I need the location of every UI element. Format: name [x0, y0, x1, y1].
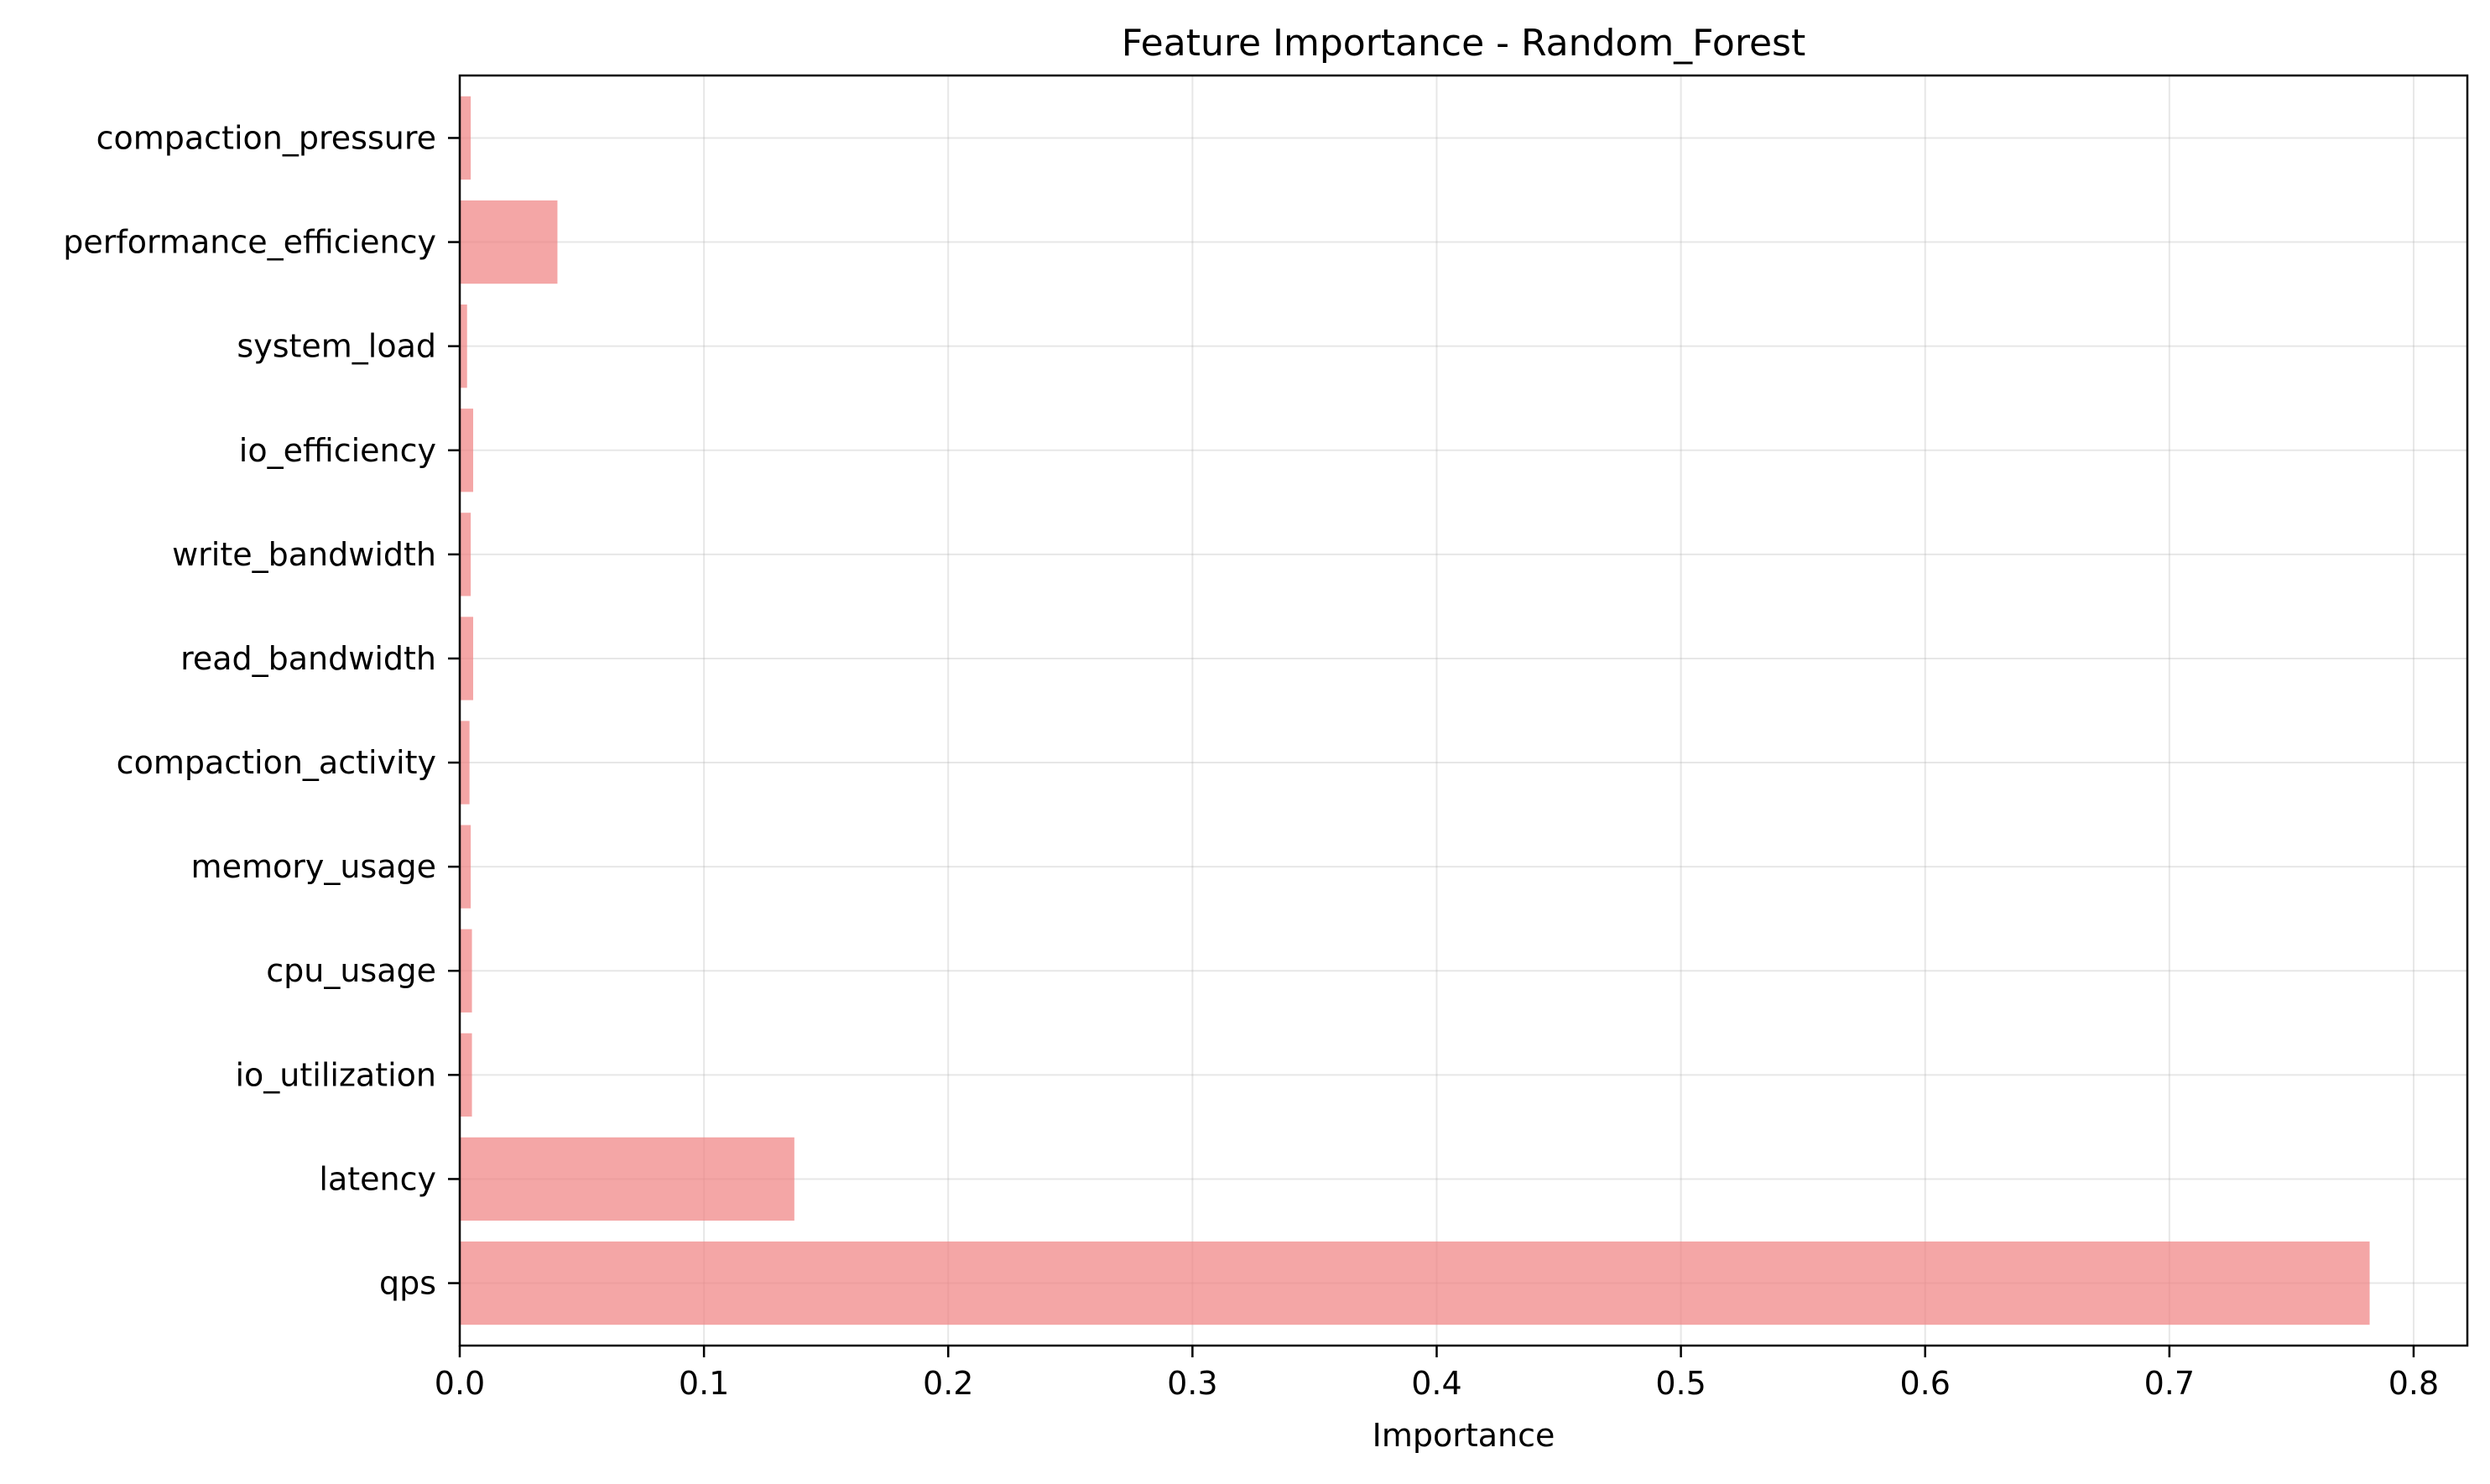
y-tick-label-read-bandwidth: read_bandwidth [180, 640, 436, 677]
x-tick-label: 0.5 [1655, 1365, 1706, 1402]
bar-compaction-activity [460, 721, 470, 804]
bar-performance-efficiency [460, 200, 558, 284]
y-tick-label-system-load: system_load [237, 328, 436, 365]
bar-write-bandwidth [460, 513, 471, 596]
bars [460, 96, 2370, 1325]
y-tick-label-write-bandwidth: write_bandwidth [172, 536, 436, 573]
bar-read-bandwidth [460, 617, 474, 700]
y-tick-label-compaction-activity: compaction_activity [117, 744, 436, 781]
bar-memory-usage [460, 825, 471, 909]
bar-latency [460, 1137, 794, 1221]
x-tick-label: 0.3 [1167, 1365, 1217, 1402]
x-tick-label: 0.2 [923, 1365, 973, 1402]
x-axis-label: Importance [1373, 1417, 1555, 1454]
bar-cpu-usage [460, 929, 472, 1013]
bar-system-load [460, 305, 467, 388]
y-tick-label-io-efficiency: io_efficiency [239, 432, 436, 469]
y-tick-label-compaction-pressure: compaction_pressure [96, 119, 436, 156]
x-tick-label: 0.0 [435, 1365, 485, 1402]
y-tick-label-cpu-usage: cpu_usage [266, 952, 436, 989]
x-tick-label: 0.6 [1899, 1365, 1950, 1402]
y-tick-label-latency: latency [319, 1160, 436, 1197]
bar-io-utilization [460, 1033, 472, 1117]
bar-compaction-pressure [460, 96, 471, 180]
y-tick-label-qps: qps [379, 1265, 436, 1302]
bar-qps [460, 1241, 2370, 1325]
plot-frame [458, 74, 2469, 1347]
bar-io-efficiency [460, 409, 474, 492]
x-tick-label: 0.7 [2144, 1365, 2195, 1402]
x-tick-label: 0.4 [1411, 1365, 1461, 1402]
y-tick-label-memory-usage: memory_usage [191, 848, 436, 885]
x-tick-label: 0.8 [2388, 1365, 2439, 1402]
chart-title: Feature Importance - Random_Forest [1122, 22, 1805, 65]
axes [458, 74, 2469, 1347]
x-tick-label: 0.1 [679, 1365, 729, 1402]
y-tick-label-performance-efficiency: performance_efficiency [63, 224, 436, 261]
ticks: 0.0 0.1 0.2 0.3 0.4 0.5 0.6 0.7 0.8 qps latency io_… [63, 119, 2439, 1402]
y-tick-label-io-utilization: io_utilization [236, 1056, 437, 1093]
